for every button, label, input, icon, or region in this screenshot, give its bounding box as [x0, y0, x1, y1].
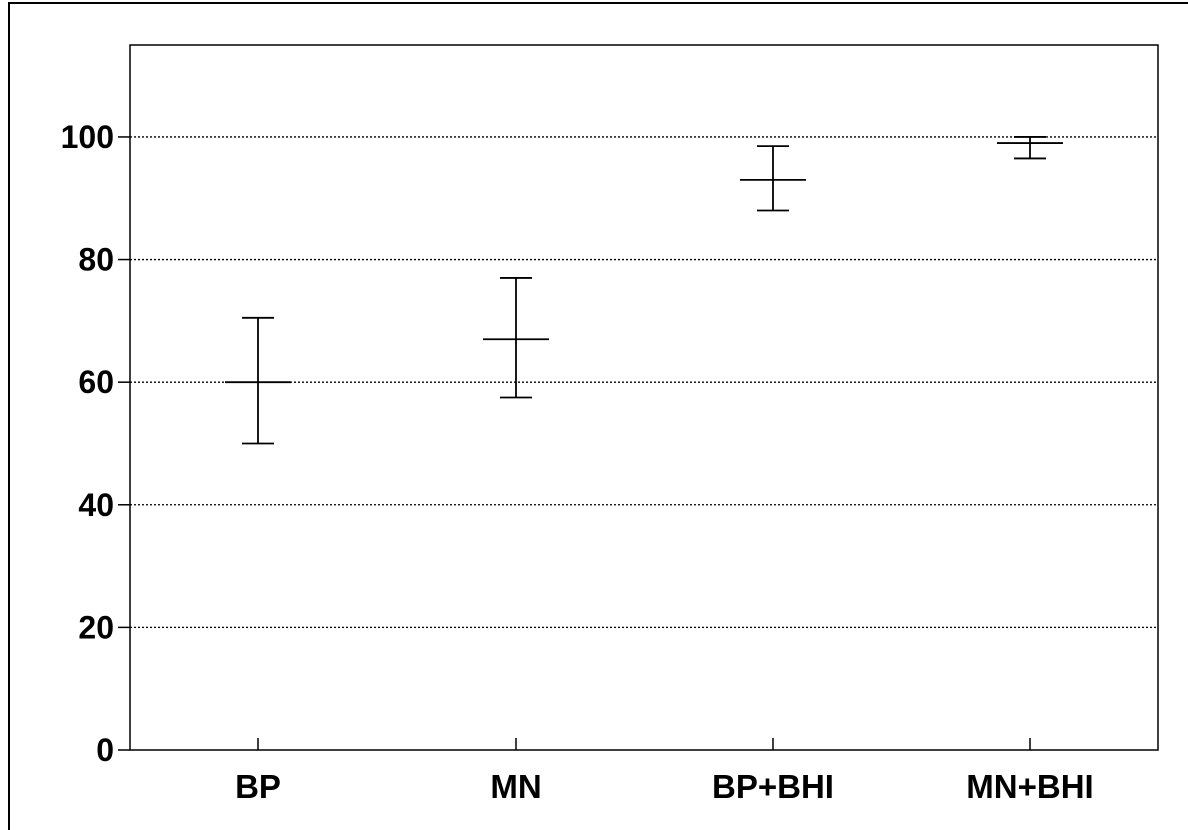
error-bar [483, 277, 549, 399]
x-category-label: MN [490, 768, 541, 805]
error-bar [740, 145, 806, 212]
error-bars [225, 136, 1063, 445]
y-tick-label: 0 [96, 732, 114, 768]
y-tick-label: 20 [78, 609, 114, 645]
x-category-label: BP [235, 768, 281, 805]
error-bar [997, 136, 1063, 160]
y-tick-label: 60 [78, 364, 114, 400]
y-tick-label: 40 [78, 487, 114, 523]
y-tick-label: 100 [61, 119, 114, 155]
y-tick-label: 80 [78, 242, 114, 278]
x-category-label: BP+BHI [712, 768, 834, 805]
plot-area [129, 44, 1159, 751]
outer-frame [8, 2, 1188, 830]
gridlines [130, 136, 1158, 629]
x-axis: BP MN BP+BHI MN+BHI [235, 738, 1094, 805]
error-bar [225, 316, 291, 445]
x-category-label: MN+BHI [966, 768, 1093, 805]
y-axis: 0 20 40 60 80 100 [61, 119, 130, 768]
